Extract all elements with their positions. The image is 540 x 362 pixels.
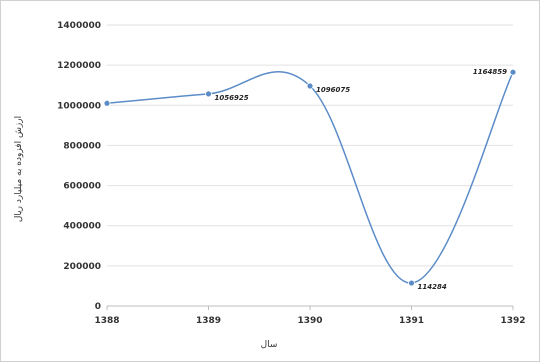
y-tick-label: 1000000 (57, 101, 101, 111)
data-label: 114284 (418, 283, 447, 291)
x-tick-label: 1389 (196, 316, 221, 326)
y-axis-title: ارزش افزوده به میلیارد ریال (14, 116, 24, 222)
y-tick-label: 800000 (63, 141, 101, 151)
x-tick-label: 1392 (500, 316, 525, 326)
data-point (408, 279, 415, 287)
y-tick-label: 200000 (63, 262, 101, 272)
y-tick-label: 600000 (63, 182, 101, 192)
x-tick-labels: 1388 1389 1390 1391 1392 (94, 306, 526, 326)
data-labels: 1056925 1096075 114284 1164859 (215, 68, 508, 291)
x-tick-label: 1390 (297, 316, 322, 326)
y-tick-label: 0 (95, 302, 101, 312)
y-tick-label: 1200000 (57, 61, 101, 71)
y-tick-labels: 0 200000 400000 600000 800000 1000000 1200000 1… (57, 21, 101, 312)
x-tick-label: 1388 (94, 316, 119, 326)
x-axis-title: سال (261, 340, 278, 350)
y-tick-label: 400000 (63, 222, 101, 232)
data-point (205, 90, 212, 98)
data-label: 1164859 (473, 68, 507, 76)
data-point (306, 82, 314, 90)
y-tick-label: 1400000 (57, 21, 101, 31)
data-point (103, 99, 111, 107)
data-point (509, 68, 517, 76)
data-label: 1056925 (215, 94, 249, 102)
data-label: 1096075 (316, 86, 350, 94)
grid-lines (107, 24, 513, 307)
x-tick-label: 1391 (399, 316, 424, 326)
series-line (106, 71, 514, 284)
data-points (103, 68, 517, 287)
